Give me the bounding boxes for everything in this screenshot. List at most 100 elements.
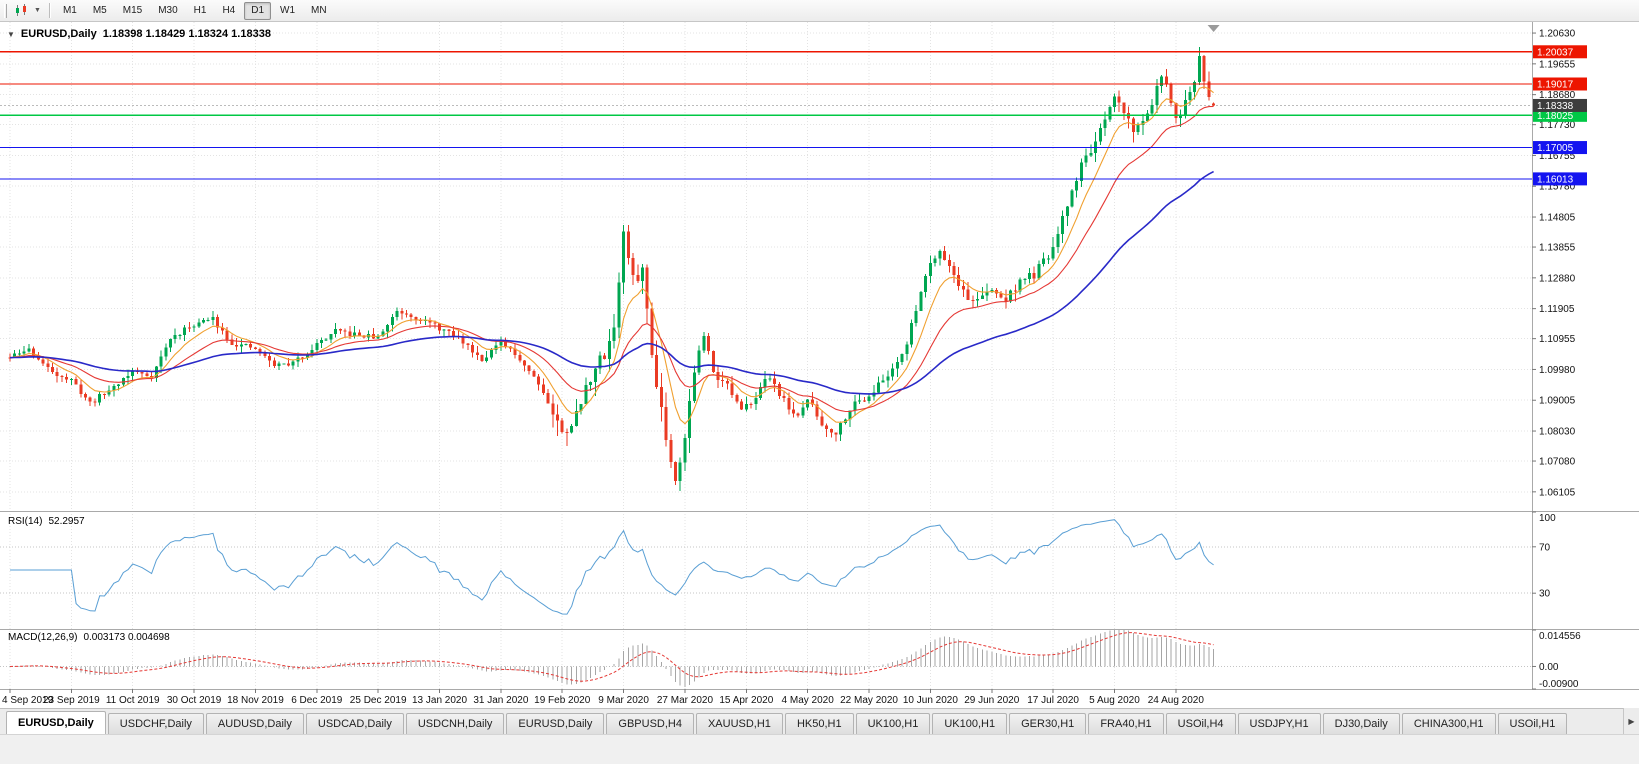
ma-55-line[interactable] [9,170,1214,395]
svg-text:30 Oct 2019: 30 Oct 2019 [167,695,222,706]
svg-text:23 Sep 2019: 23 Sep 2019 [43,695,100,706]
chart-tab-audusd-daily[interactable]: AUDUSD,Daily [205,713,304,734]
resistance-price-badge[interactable] [1533,77,1587,91]
chart-root: 1.20630 1.19655 1.18680 1.17730 1.16755 1.157… [0,22,1639,706]
svg-text:1.17730: 1.17730 [1539,120,1576,131]
svg-text:10 Jun 2020: 10 Jun 2020 [903,695,958,706]
chart-tab-dj30-daily[interactable]: DJ30,Daily [1322,713,1400,734]
status-bar [0,734,1639,764]
timeframe-button-m5[interactable]: M5 [86,2,114,20]
current-price-badge[interactable] [1533,98,1587,112]
svg-text:1.09980: 1.09980 [1539,365,1576,376]
svg-text:-0.00900: -0.00900 [1539,679,1579,690]
chart-symbol-period: EURUSD,Daily [20,28,97,40]
svg-text:1.18680: 1.18680 [1539,90,1576,101]
svg-text:9 Mar 2020: 9 Mar 2020 [598,695,649,706]
svg-text:22 May 2020: 22 May 2020 [840,695,898,706]
svg-text:25 Dec 2019: 25 Dec 2019 [350,695,407,706]
chart-tab-usdcad-daily[interactable]: USDCAD,Daily [305,713,404,734]
svg-text:1.12880: 1.12880 [1539,273,1576,284]
svg-text:1.11905: 1.11905 [1539,304,1575,315]
candlestick-chart-icon [16,4,26,16]
support-price-badge[interactable] [1533,141,1587,155]
toolbar-separator [48,3,50,18]
svg-text:1.20630: 1.20630 [1539,29,1576,40]
svg-text:1.10955: 1.10955 [1539,334,1576,345]
chart-tab-hk50-h1[interactable]: HK50,H1 [784,713,854,734]
svg-text:18 Nov 2019: 18 Nov 2019 [227,695,284,706]
chart-type-button[interactable] [12,2,31,20]
svg-text:19 Feb 2020: 19 Feb 2020 [534,695,591,706]
svg-text:4 May 2020: 4 May 2020 [782,695,835,706]
timeframe-button-d1[interactable]: D1 [244,1,272,20]
timeframe-button-h1[interactable]: H1 [187,2,214,20]
chart-tab-usoil-h4[interactable]: USOil,H4 [1165,713,1236,734]
chart-type-caret-icon[interactable]: ▼ [34,7,41,14]
candlestick-series[interactable] [8,47,1216,491]
rsi-indicator-label: RSI(14) 52.2957 [8,516,85,527]
resistance-price-badge[interactable] [1533,45,1587,59]
svg-text:70: 70 [1539,542,1551,553]
timeframe-button-mn[interactable]: MN [304,2,334,20]
support-price-badge[interactable] [1533,172,1587,186]
svg-text:6 Dec 2019: 6 Dec 2019 [291,695,343,706]
ma-20-line[interactable] [9,105,1214,413]
chart-tab-usdcnh-daily[interactable]: USDCNH,Daily [405,713,505,734]
macd-indicator-label: MACD(12,26,9) 0.003173 0.004698 [8,632,170,643]
svg-text:1.17005: 1.17005 [1537,143,1574,154]
timeframe-button-w1[interactable]: W1 [273,2,302,20]
price-axis: 1.20630 1.19655 1.18680 1.17730 1.16755 1.157… [1532,29,1581,690]
toolbar-grip[interactable] [4,3,7,18]
chart-shift-marker[interactable] [1207,25,1220,32]
macd-histogram [14,630,1215,687]
timeframe-button-m30[interactable]: M30 [151,2,184,20]
svg-text:1.14805: 1.14805 [1539,213,1576,224]
horizontal-lines[interactable] [0,51,1532,180]
svg-text:1.19017: 1.19017 [1537,80,1574,91]
svg-text:1.07080: 1.07080 [1539,457,1576,468]
chart-tab-uk100-h1[interactable]: UK100,H1 [932,713,1008,734]
svg-text:1.20037: 1.20037 [1537,47,1574,58]
chart-tab-bar: EURUSD,Daily USDCHF,Daily AUDUSD,Daily USDC… [0,708,1639,734]
chart-tab-eurusd-daily[interactable]: EURUSD,Daily [506,713,605,734]
rsi-name: RSI(14) [8,516,43,527]
grid [0,22,1532,689]
chart-tab-xauusd-h1[interactable]: XAUUSD,H1 [695,713,783,734]
svg-text:100: 100 [1539,513,1556,524]
chart-tab-usoil-h1[interactable]: USOil,H1 [1497,713,1568,734]
svg-text:31 Jan 2020: 31 Jan 2020 [473,695,528,706]
tab-scroll-right-icon[interactable]: ▶ [1623,708,1639,734]
timeframe-button-h4[interactable]: H4 [215,2,242,20]
chart-tab-uk100-h1[interactable]: UK100,H1 [855,713,931,734]
pivot-price-badge[interactable] [1533,108,1587,122]
svg-text:29 Jun 2020: 29 Jun 2020 [964,695,1019,706]
timeframe-button-m15[interactable]: M15 [116,2,149,20]
indicator-level-lines [0,546,1532,667]
timeframe-buttons: M1 M5 M15 M30 H1 H4 D1 W1 MN [55,1,335,20]
chart-canvas[interactable]: 1.20630 1.19655 1.18680 1.17730 1.16755 1.157… [0,22,1639,708]
svg-text:11 Oct 2019: 11 Oct 2019 [106,695,160,706]
svg-text:1.09005: 1.09005 [1539,396,1576,407]
chart-tab-usdchf-daily[interactable]: USDCHF,Daily [107,713,204,734]
ma-8-line[interactable] [9,86,1214,425]
svg-text:1.16013: 1.16013 [1537,174,1574,185]
timeframe-toolbar: ▼ M1 M5 M15 M30 H1 H4 D1 W1 MN [0,0,1639,22]
svg-text:1.18025: 1.18025 [1537,111,1574,122]
macd-signal-line [9,632,1214,682]
chart-tab-ger30-h1[interactable]: GER30,H1 [1009,713,1087,734]
chart-tab-eurusd-daily[interactable]: EURUSD,Daily [6,711,106,734]
timeframe-button-m1[interactable]: M1 [56,2,84,20]
rsi-line [10,519,1214,615]
svg-text:4 Sep 2019: 4 Sep 2019 [2,695,54,706]
svg-text:27 Mar 2020: 27 Mar 2020 [657,695,714,706]
svg-text:1.15780: 1.15780 [1539,182,1576,193]
chart-tab-fra40-h1[interactable]: FRA40,H1 [1088,713,1164,734]
chart-tab-china300-h1[interactable]: CHINA300,H1 [1401,713,1496,734]
chart-tab-gbpusd-h4[interactable]: GBPUSD,H4 [606,713,694,734]
collapse-chart-icon[interactable]: ▼ [7,29,15,39]
rsi-value: 52.2957 [48,516,85,527]
svg-text:15 Apr 2020: 15 Apr 2020 [719,695,773,706]
chart-tab-usdjpy-h1[interactable]: USDJPY,H1 [1237,713,1321,734]
